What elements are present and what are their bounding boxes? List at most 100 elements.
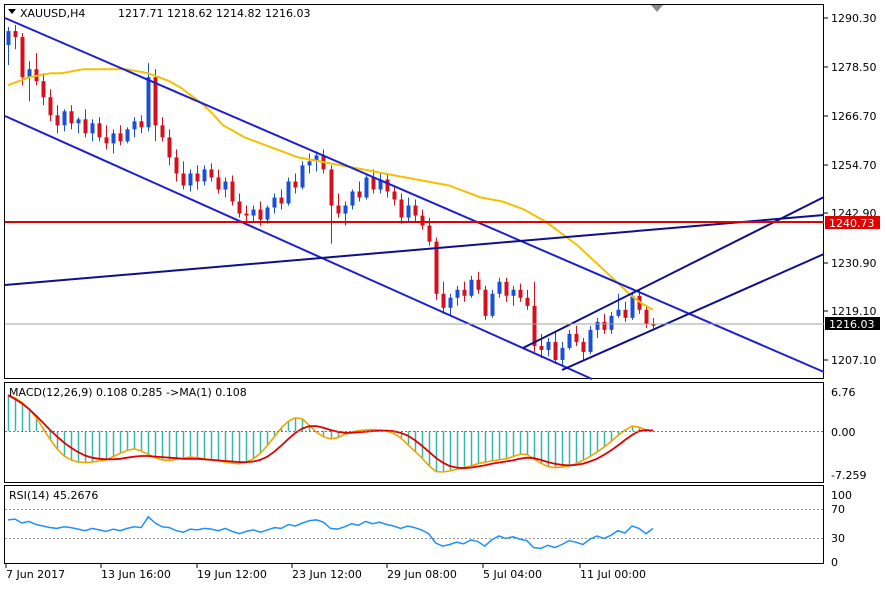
- channel-lower-line[interactable]: [4, 115, 593, 380]
- candle-body[interactable]: [139, 121, 144, 128]
- candle-body[interactable]: [651, 323, 656, 326]
- candle-body[interactable]: [202, 169, 207, 182]
- candle-body[interactable]: [216, 177, 221, 190]
- candle-body[interactable]: [357, 191, 362, 198]
- candle-body[interactable]: [364, 177, 369, 198]
- candle-body[interactable]: [181, 173, 186, 186]
- candle-body[interactable]: [518, 289, 523, 298]
- candle-body[interactable]: [237, 201, 242, 214]
- candle-body[interactable]: [279, 197, 284, 204]
- candle-body[interactable]: [448, 297, 453, 308]
- candle-body[interactable]: [413, 205, 418, 216]
- candle-body[interactable]: [118, 133, 123, 142]
- candle-body[interactable]: [560, 347, 565, 360]
- candle-body[interactable]: [286, 181, 291, 204]
- rsi-line[interactable]: [7, 515, 654, 550]
- candle-body[interactable]: [539, 345, 544, 350]
- candle-body[interactable]: [146, 77, 151, 128]
- candle-body[interactable]: [90, 123, 95, 134]
- candle-body[interactable]: [223, 181, 228, 190]
- candle-body[interactable]: [307, 161, 312, 166]
- candle-body[interactable]: [476, 279, 481, 290]
- candle-body[interactable]: [623, 309, 628, 318]
- candle-body[interactable]: [378, 179, 383, 190]
- candle-body[interactable]: [553, 341, 558, 360]
- candle-body[interactable]: [588, 329, 593, 352]
- candle-body[interactable]: [399, 199, 404, 218]
- candle-body[interactable]: [230, 181, 235, 202]
- candle-body[interactable]: [174, 157, 179, 174]
- dropdown-triangle-icon[interactable]: [8, 9, 16, 14]
- candle-body[interactable]: [427, 225, 432, 242]
- candle-body[interactable]: [188, 173, 193, 186]
- candle-body[interactable]: [104, 137, 109, 144]
- candle-body[interactable]: [546, 341, 551, 350]
- candle-body[interactable]: [336, 205, 341, 214]
- candle-body[interactable]: [265, 207, 270, 220]
- candle-body[interactable]: [48, 97, 53, 116]
- candle-body[interactable]: [497, 281, 502, 294]
- candle-body[interactable]: [27, 69, 32, 78]
- candle-body[interactable]: [644, 309, 649, 324]
- candle-body[interactable]: [293, 181, 298, 188]
- candle-body[interactable]: [272, 197, 277, 208]
- candle-body[interactable]: [490, 293, 495, 316]
- candle-body[interactable]: [62, 111, 67, 126]
- macd-pane[interactable]: [4, 382, 824, 483]
- candle-body[interactable]: [469, 279, 474, 296]
- candle-body[interactable]: [167, 137, 172, 158]
- candle-body[interactable]: [251, 209, 256, 216]
- candle-body[interactable]: [392, 191, 397, 200]
- candle-body[interactable]: [567, 333, 572, 348]
- rising-channel-lower[interactable]: [561, 253, 825, 371]
- candle-body[interactable]: [581, 341, 586, 352]
- candle-body[interactable]: [329, 169, 334, 206]
- trendline-objects[interactable]: [4, 17, 825, 380]
- candle-body[interactable]: [6, 31, 11, 46]
- candle-body[interactable]: [153, 77, 158, 126]
- channel-upper-line[interactable]: [4, 17, 825, 373]
- candle-body[interactable]: [616, 309, 621, 316]
- candle-body[interactable]: [441, 293, 446, 308]
- macd-main-line[interactable]: [7, 394, 654, 473]
- candle-body[interactable]: [434, 241, 439, 294]
- candle-body[interactable]: [125, 129, 130, 142]
- candle-body[interactable]: [462, 289, 467, 296]
- candle-body[interactable]: [13, 31, 18, 38]
- candle-body[interactable]: [195, 173, 200, 182]
- candle-body[interactable]: [97, 123, 102, 138]
- candle-body[interactable]: [385, 179, 390, 192]
- candle-body[interactable]: [371, 177, 376, 190]
- candle-body[interactable]: [609, 315, 614, 330]
- candle-body[interactable]: [41, 81, 46, 98]
- rsi-pane[interactable]: [4, 485, 824, 564]
- candle-body[interactable]: [55, 115, 60, 126]
- candle-body[interactable]: [300, 165, 305, 188]
- candle-body[interactable]: [504, 281, 509, 296]
- candle-body[interactable]: [314, 155, 319, 162]
- long-trendline[interactable]: [4, 214, 825, 286]
- candle-body[interactable]: [406, 205, 411, 218]
- candle-body[interactable]: [343, 205, 348, 214]
- candle-body[interactable]: [602, 321, 607, 330]
- candle-body[interactable]: [350, 191, 355, 206]
- candle-body[interactable]: [483, 289, 488, 316]
- candle-body[interactable]: [83, 119, 88, 134]
- candle-body[interactable]: [420, 215, 425, 226]
- candle-body[interactable]: [69, 111, 74, 124]
- candle-body[interactable]: [525, 297, 530, 306]
- main-price-pane[interactable]: [4, 4, 824, 379]
- candle-body[interactable]: [132, 121, 137, 130]
- one-click-trading-arrow-icon[interactable]: [651, 5, 663, 12]
- macd-signal-line[interactable]: [7, 394, 654, 470]
- candle-body[interactable]: [20, 37, 25, 78]
- candle-body[interactable]: [532, 305, 537, 346]
- candle-body[interactable]: [76, 119, 81, 124]
- candle-body[interactable]: [630, 295, 635, 318]
- candle-body[interactable]: [595, 321, 600, 330]
- candle-body[interactable]: [244, 213, 249, 216]
- candle-body[interactable]: [574, 333, 579, 342]
- candle-body[interactable]: [258, 209, 263, 220]
- candle-body[interactable]: [209, 169, 214, 178]
